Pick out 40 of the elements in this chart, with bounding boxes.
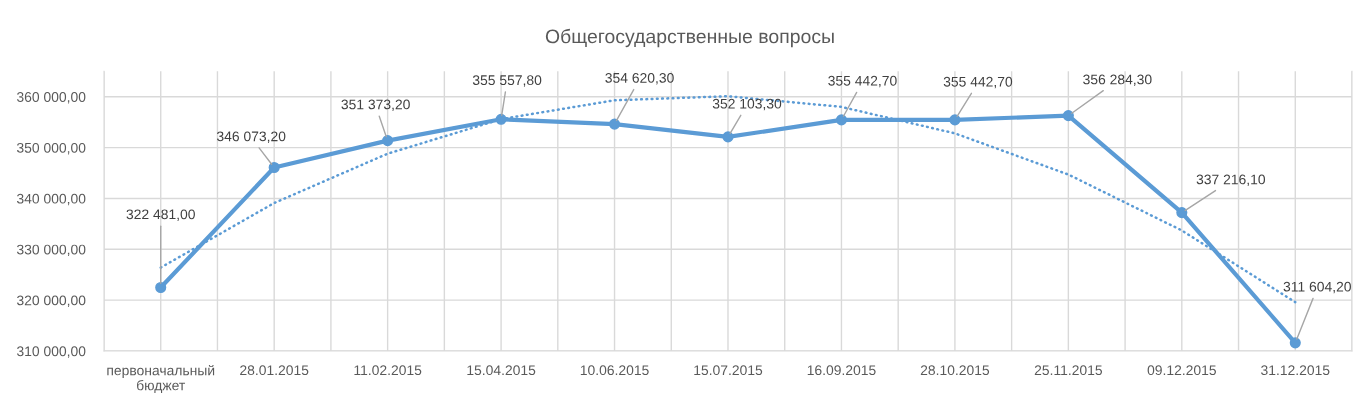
data-label: 322 481,00	[126, 209, 195, 221]
point	[1176, 207, 1188, 219]
point	[949, 114, 961, 126]
point	[155, 281, 167, 294]
x-tick-label: 28.01.2015	[240, 365, 309, 376]
point	[382, 135, 394, 147]
x-tick-label: 31.12.2015	[1261, 365, 1330, 376]
y-tick-label: 350 000,00	[16, 142, 86, 155]
data-label: 311 604,20	[1283, 281, 1351, 294]
point	[608, 118, 621, 130]
chart-title: Общегосударственные вопросы	[545, 28, 834, 48]
x-tick-label: 28.10.2015	[920, 365, 990, 376]
y-tick-label: 310 000,00	[16, 346, 86, 358]
y-tick-label: 340 000,00	[16, 193, 86, 206]
data-label: 352 103,30	[712, 98, 782, 111]
point	[835, 114, 848, 126]
x-tick-label: 11.02.2015	[354, 365, 422, 376]
point	[722, 131, 734, 143]
data-label: 351 373,20	[341, 99, 410, 111]
x-tick-label: 15.07.2015	[694, 365, 763, 376]
data-label: 354 620,30	[605, 72, 674, 85]
data-label: 356 284,30	[1083, 74, 1152, 86]
data-label: 337 216,10	[1196, 174, 1266, 186]
y-tick-label: 360 000,00	[16, 92, 86, 104]
x-tick-label: 16.09.2015	[807, 365, 876, 376]
x-tick-label: 25.11.2015	[1034, 365, 1103, 376]
point	[1289, 337, 1301, 349]
x-tick-label: 10.06.2015	[580, 365, 649, 376]
y-tick-label: 330 000,00	[16, 244, 86, 257]
x-tick-label: первоначальный бюджет	[107, 364, 215, 393]
point	[268, 161, 280, 174]
y-tick-label: 320 000,00	[16, 295, 86, 307]
point	[1062, 110, 1074, 122]
data-label: 355 442,70	[828, 75, 897, 88]
x-tick-label: 15.04.2015	[467, 365, 536, 376]
x-tick-label: 09.12.2015	[1147, 365, 1216, 376]
data-label: 355 557,80	[472, 75, 542, 87]
data-label: 346 073,20	[216, 131, 286, 143]
data-label: 355 442,70	[943, 76, 1013, 89]
point	[495, 113, 507, 125]
